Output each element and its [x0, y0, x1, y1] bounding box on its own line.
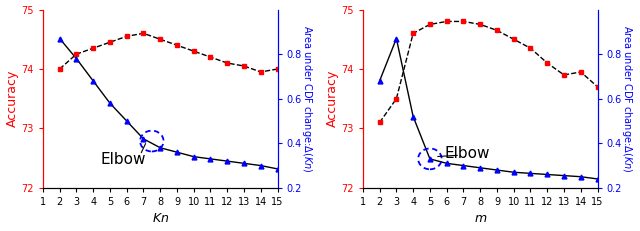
Y-axis label: Area under CDF change:$\Delta$($\it{Kn}$): Area under CDF change:$\Delta$($\it{Kn}$… — [300, 25, 314, 173]
Y-axis label: Accuracy: Accuracy — [326, 70, 339, 127]
Y-axis label: Area under CDF change:$\Delta$($\it{Kn}$): Area under CDF change:$\Delta$($\it{Kn}$… — [620, 25, 634, 173]
Text: Elbow: Elbow — [100, 152, 146, 167]
X-axis label: $\it{m}$: $\it{m}$ — [474, 213, 487, 225]
Y-axis label: Accuracy: Accuracy — [6, 70, 19, 127]
X-axis label: $\it{Kn}$: $\it{Kn}$ — [152, 213, 169, 225]
Text: Elbow: Elbow — [444, 146, 490, 161]
